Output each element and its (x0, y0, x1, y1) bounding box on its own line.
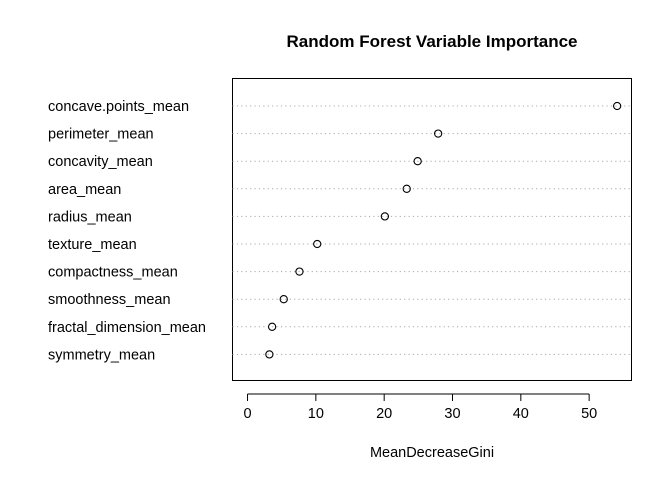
data-points (265, 101, 622, 359)
category-label: radius_mean (48, 209, 132, 225)
data-point (295, 267, 304, 276)
category-labels: concave.points_mean perimeter_meanconcavi… (48, 99, 206, 363)
category-label: concave.points_mean (48, 99, 189, 115)
data-point (413, 157, 422, 166)
x-tick-label: 0 (243, 406, 251, 422)
x-tick-label: 30 (444, 406, 460, 422)
data-point (402, 184, 411, 193)
category-label: fractal_dimension_mean (48, 320, 206, 336)
guide-lines (232, 105, 632, 355)
plot-area-frame (232, 78, 632, 381)
category-label: smoothness_mean (48, 292, 171, 308)
data-point (265, 350, 274, 359)
category-label: compactness_mean (48, 265, 178, 281)
x-tick-label: 10 (308, 406, 324, 422)
category-label: perimeter_mean (48, 127, 154, 143)
category-label: texture_mean (48, 237, 137, 253)
data-point (313, 239, 322, 249)
x-tick-label: 20 (376, 406, 392, 422)
chart-title: Random Forest Variable Importance (287, 32, 578, 51)
x-axis-label: MeanDecreaseGini (370, 445, 494, 461)
data-point (433, 129, 443, 138)
data-point (380, 212, 390, 221)
data-point (267, 322, 277, 331)
data-point (613, 101, 622, 111)
x-tick-label: 50 (581, 406, 597, 422)
x-axis: 0 10 20 30 40 50 (243, 393, 597, 422)
data-point (279, 295, 288, 304)
x-tick-label: 40 (513, 406, 529, 422)
category-label: area_mean (48, 182, 121, 198)
category-label: symmetry_mean (48, 347, 155, 363)
category-label: concavity_mean (48, 154, 153, 170)
